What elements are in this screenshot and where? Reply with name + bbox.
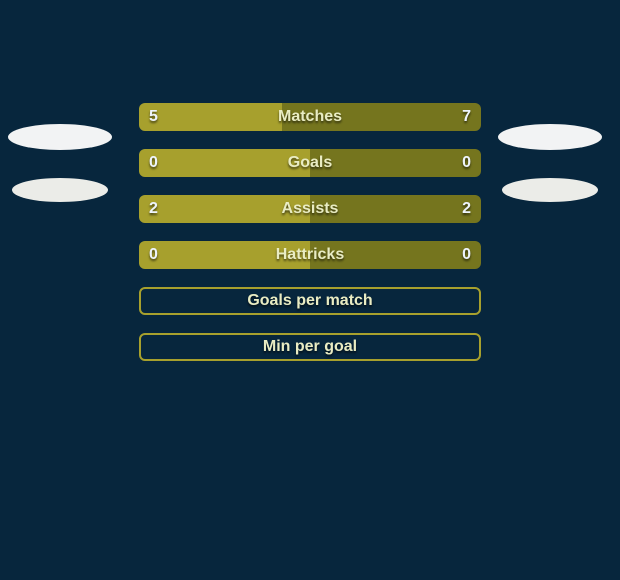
stat-value-left: 5 bbox=[139, 103, 168, 131]
stat-label: Goals bbox=[139, 149, 481, 177]
stat-label: Matches bbox=[139, 103, 481, 131]
stat-value-right: 0 bbox=[452, 149, 481, 177]
player-silhouette-right bbox=[502, 178, 598, 202]
stat-row-hattricks: Hattricks0 0 bbox=[139, 241, 481, 269]
stat-value-left: 0 bbox=[139, 149, 168, 177]
stat-label: Goals per match bbox=[141, 289, 479, 313]
stat-value-left: 2 bbox=[139, 195, 168, 223]
stat-value-right: 0 bbox=[452, 241, 481, 269]
stat-row-goals: Goals0 0 bbox=[139, 149, 481, 177]
stat-value-right: 2 bbox=[452, 195, 481, 223]
stat-rows: Matches57Goals00Assists22Hattricks00Goal… bbox=[139, 103, 481, 361]
stat-label: Hattricks bbox=[139, 241, 481, 269]
stat-label: Assists bbox=[139, 195, 481, 223]
stat-row-gpm: Goals per match bbox=[139, 287, 481, 315]
player-silhouette-left bbox=[8, 124, 112, 150]
stat-value-right: 7 bbox=[452, 103, 481, 131]
stat-row-matches: Matches5 7 bbox=[139, 103, 481, 131]
stat-value-left: 0 bbox=[139, 241, 168, 269]
player-silhouette-left bbox=[12, 178, 108, 202]
stat-row-mpg: Min per goal bbox=[139, 333, 481, 361]
stat-row-assists: Assists2 2 bbox=[139, 195, 481, 223]
stat-label: Min per goal bbox=[141, 335, 479, 359]
player-silhouette-right bbox=[498, 124, 602, 150]
